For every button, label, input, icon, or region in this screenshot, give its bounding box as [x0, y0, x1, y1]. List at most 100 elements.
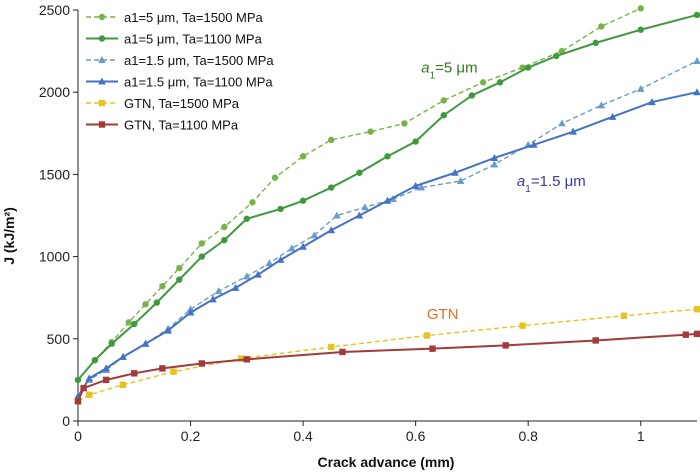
y-tick-label: 0 [62, 413, 70, 429]
data-point [530, 140, 538, 148]
data-point [243, 215, 251, 222]
data-point [159, 282, 166, 290]
data-point [98, 35, 106, 42]
data-point [608, 112, 617, 120]
data-point [553, 52, 560, 60]
data-point [524, 64, 532, 71]
data-point [249, 199, 256, 206]
data-point [383, 196, 392, 204]
data-point [558, 119, 566, 127]
data-point [598, 23, 605, 30]
data-point [271, 174, 279, 181]
data-point [85, 374, 94, 382]
series-line [77, 308, 698, 402]
data-point [310, 231, 319, 239]
data-point [254, 270, 262, 278]
data-point [170, 368, 177, 375]
data-point [176, 276, 183, 283]
data-point [231, 283, 240, 291]
x-tick-label: 1 [637, 428, 645, 444]
data-point [221, 223, 228, 231]
data-point [339, 348, 346, 356]
data-point [98, 56, 106, 63]
y-tick-label: 2000 [39, 84, 70, 100]
data-point [119, 381, 127, 389]
data-point [141, 339, 150, 347]
data-point [108, 340, 115, 347]
x-tick-label: 0.2 [181, 428, 201, 444]
data-point [237, 355, 245, 362]
x-tick-label: 0 [74, 428, 82, 444]
data-point [333, 211, 341, 219]
legend-label: a1=5 μm, Ta=1100 MPa [124, 32, 263, 47]
series [74, 11, 700, 384]
series [74, 88, 700, 400]
data-point [98, 99, 106, 107]
legend-label: GTN, Ta=1100 MPa [124, 118, 239, 133]
data-point [490, 153, 499, 161]
data-point [620, 312, 628, 319]
annotation-label: a1=1.5 μm [517, 173, 586, 195]
data-point [401, 120, 408, 127]
data-point [355, 211, 364, 219]
data-point [440, 112, 447, 119]
data-point [119, 352, 127, 360]
data-point [682, 331, 689, 338]
data-point [502, 342, 509, 349]
data-point [221, 236, 228, 244]
data-point [327, 226, 336, 234]
legend-item: GTN, Ta=1100 MPa [86, 118, 239, 133]
data-point [637, 5, 644, 12]
data-point [490, 160, 499, 168]
data-point [98, 121, 106, 128]
data-point [592, 39, 599, 47]
data-point [102, 376, 110, 384]
x-axis-title: Crack advance (mm) [318, 454, 455, 470]
legend-item: a1=5 μm, Ta=1100 MPa [86, 32, 263, 47]
annotation-label: a1=5 μm [421, 59, 477, 81]
annotation-label: GTN [427, 306, 459, 323]
series [74, 306, 700, 405]
data-point [693, 330, 700, 338]
data-point [592, 337, 599, 344]
data-point [80, 384, 87, 392]
series [74, 330, 700, 405]
data-point [328, 343, 335, 351]
data-point [276, 255, 285, 263]
data-point [597, 101, 606, 109]
annotations: a1=5 μm a1=1.5 μm GTN [421, 59, 585, 323]
data-point [176, 264, 183, 272]
series-line [77, 60, 698, 397]
series-line [77, 332, 698, 402]
data-point [636, 84, 645, 92]
data-point [412, 138, 419, 145]
data-point [361, 203, 369, 211]
legend-label: a1=1.5 μm, Ta=1100 MPa [124, 75, 273, 90]
data-point [198, 240, 205, 247]
data-point [131, 370, 138, 377]
x-tick-label: 0.6 [406, 428, 426, 444]
data-point [384, 153, 391, 160]
data-point [411, 181, 420, 189]
data-point [243, 356, 251, 363]
data-point [456, 176, 465, 184]
data-point [693, 11, 700, 19]
data-point [299, 197, 307, 204]
data-point [209, 295, 217, 303]
legend-item: a1=5 μm, Ta=1500 MPa [86, 10, 264, 25]
data-point [648, 98, 656, 106]
legend: a1=5 μm, Ta=1500 MPa a1=5 μm, Ta=1100 MPa… [86, 10, 274, 133]
data-point [243, 272, 251, 280]
y-tick-label: 2500 [39, 2, 70, 18]
data-point [91, 356, 99, 364]
data-point [429, 345, 436, 352]
data-point [693, 306, 700, 313]
axes: 0 0.2 0.4 0.6 0.8 1 0 500 1000 1500 2000 2500 [39, 2, 697, 444]
data-point [479, 79, 487, 86]
data-point [637, 26, 644, 33]
data-point [186, 308, 195, 316]
data-point [102, 364, 110, 372]
data-point [153, 299, 160, 306]
data-point [693, 56, 700, 64]
